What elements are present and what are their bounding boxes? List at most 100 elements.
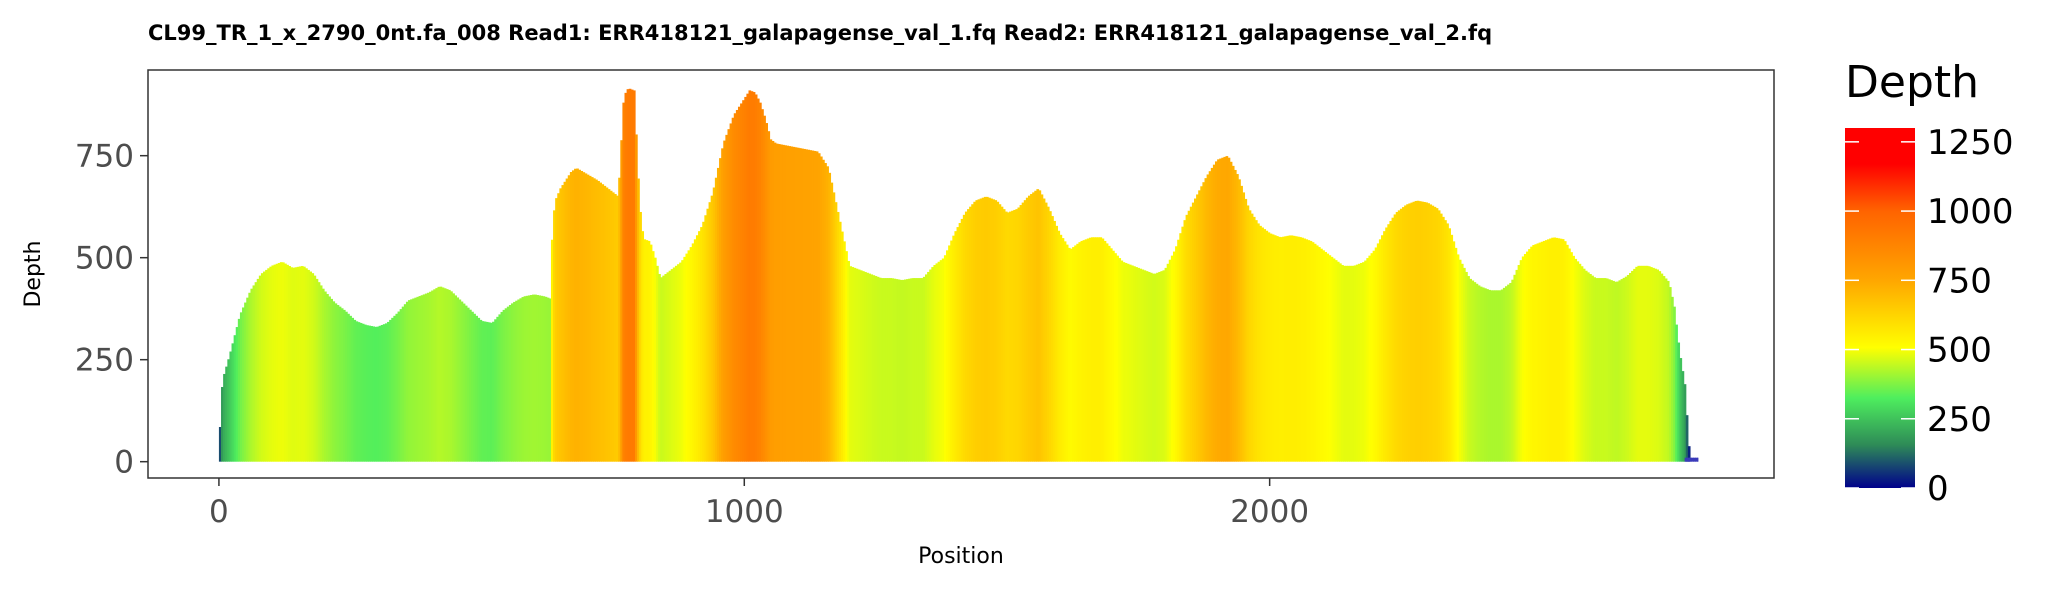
y-axis: 0 250 500 750 [75,139,148,481]
depth-bar [1196,194,1199,462]
depth-bar [740,103,743,462]
depth-bar [761,109,764,462]
depth-bar [1091,237,1094,462]
depth-bar [1141,269,1145,462]
depth-bar [916,278,920,462]
depth-bar [691,243,695,462]
depth-bar [435,288,439,462]
depth-bar [794,147,798,462]
depth-bar [571,170,575,462]
depth-bar [370,326,373,462]
depth-bar [910,278,913,462]
depth-bar [838,221,842,462]
depth-bar [235,327,239,462]
depth-bar [1568,248,1571,462]
depth-bar [830,182,834,462]
depth-bar [1668,287,1672,462]
depth-bar [824,163,827,462]
depth-bar [1471,280,1475,462]
depth-bar [1296,236,1300,462]
depth-bar [1112,250,1115,462]
depth-bar [813,150,817,462]
depth-bar [767,131,771,462]
depth-bar [878,277,882,462]
depth-bar [1536,243,1540,462]
depth-bar [868,273,871,462]
depth-bar [1135,267,1138,462]
depth-bar [857,269,861,462]
depth-bar [920,278,924,462]
depth-bar [1450,234,1454,462]
depth-bar [281,262,285,462]
depth-bar [536,295,539,462]
depth-bar [756,98,760,462]
depth-bar [376,326,380,462]
depth-bar [391,317,394,462]
depth-bar [1248,210,1252,462]
depth-bar [679,262,682,462]
depth-bar [1456,254,1460,462]
depth-bar [401,306,405,462]
depth-bar [744,96,747,462]
depth-bar [345,311,348,462]
depth-bar [742,100,745,462]
depth-bar [1387,224,1391,462]
depth-bar [1339,263,1342,462]
depth-bar [1187,210,1191,462]
depth-bar [483,321,487,462]
depth-bar [1684,457,1688,462]
depth-bar [1473,282,1477,462]
depth-bar [324,291,327,462]
depth-bar [1267,232,1271,462]
depth-bar [1303,238,1306,462]
depth-bar [441,287,445,462]
depth-bar [288,266,291,462]
depth-bar [1605,278,1609,462]
depth-bar [981,197,985,462]
legend-ticks: 0 250 500 750 1000 1250 [1845,123,2014,509]
depth-bar [1080,240,1084,462]
depth-bar [1376,243,1380,462]
depth-bar [1637,265,1641,462]
depth-bar [1418,201,1422,462]
depth-bar [1240,185,1243,462]
depth-bar [746,93,750,462]
depth-bar [1076,243,1080,462]
depth-bar [1053,220,1056,462]
depth-bar [508,305,512,462]
depth-bar [538,295,542,462]
depth-bar [1686,457,1690,462]
depth-bar [393,315,397,462]
depth-bar [1009,211,1012,462]
depth-bar [1044,202,1048,462]
depth-bar [1198,190,1201,462]
depth-bar [590,177,594,462]
depth-bar [1320,248,1323,462]
depth-bar [1671,296,1674,462]
depth-bar [1051,216,1054,462]
depth-bar [1578,263,1582,462]
depth-bar [309,271,312,462]
depth-bar [1353,265,1357,462]
depth-bar [410,299,413,462]
depth-bar [853,267,857,462]
x-axis-label: Position [918,544,1004,569]
depth-bar [1439,213,1443,462]
depth-bar [1168,259,1172,462]
depth-bar [721,148,724,462]
depth-bar [1374,247,1378,462]
depth-bar [994,200,998,462]
depth-bar [1330,256,1334,462]
depth-bar [1114,253,1117,462]
depth-bar [929,269,932,462]
depth-bar [1389,220,1393,462]
y-tick-label: 750 [75,139,134,175]
depth-bar [469,309,472,462]
depth-bar [1498,290,1502,462]
depth-bar [1517,265,1521,462]
depth-bar [395,313,399,462]
depth-bar [1574,258,1578,462]
depth-bar [1223,156,1227,462]
depth-bar [817,153,821,462]
depth-bar [1269,233,1273,462]
